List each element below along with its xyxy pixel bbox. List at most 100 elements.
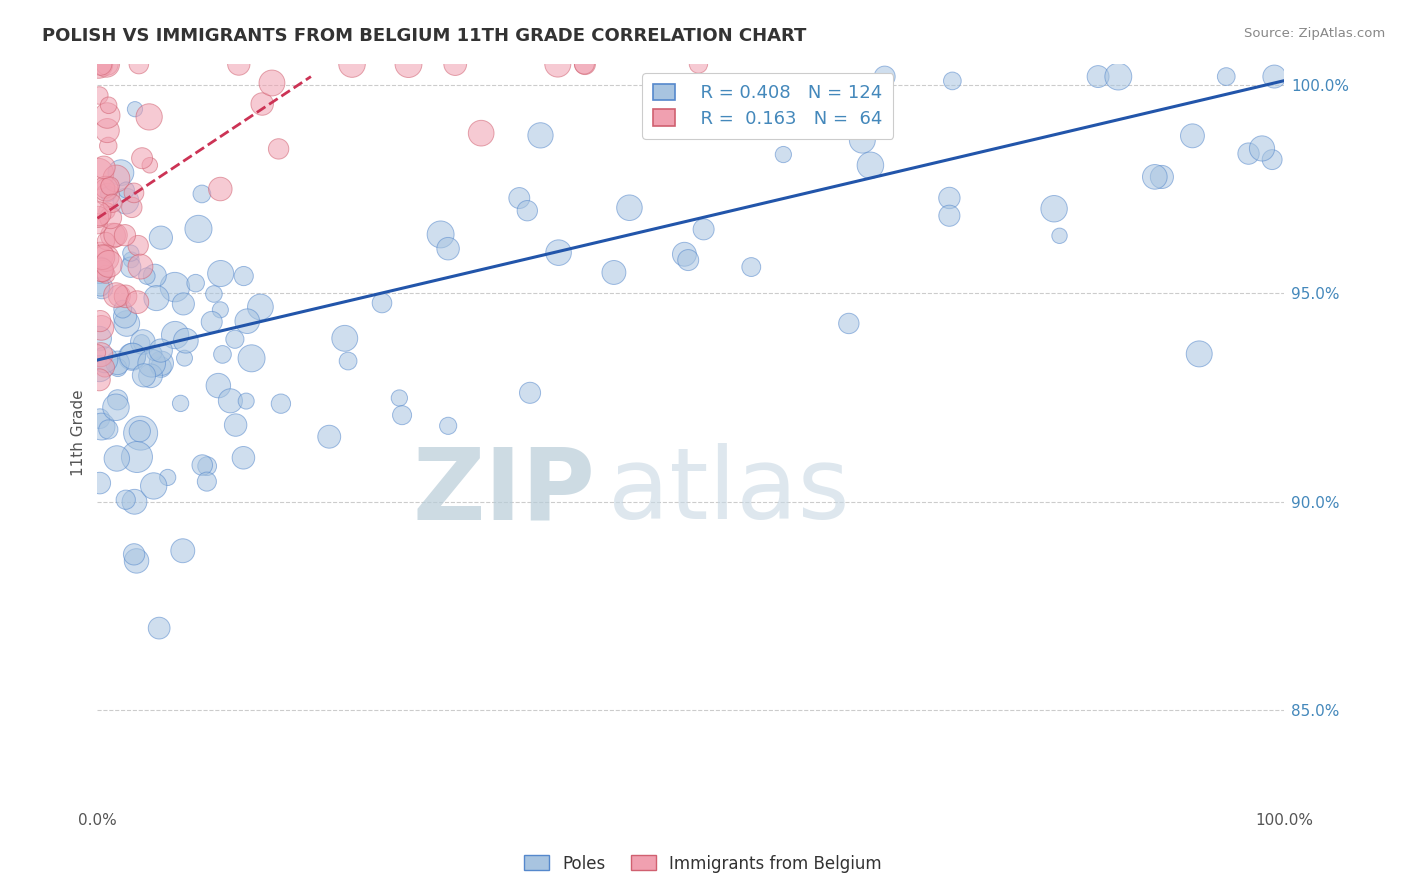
Point xyxy=(851,133,873,147)
Point xyxy=(187,222,209,236)
Point xyxy=(1043,202,1066,216)
Point xyxy=(120,252,142,267)
Point xyxy=(115,183,138,197)
Point xyxy=(270,397,292,411)
Point xyxy=(114,289,136,303)
Point xyxy=(398,57,420,71)
Point xyxy=(86,345,108,359)
Point xyxy=(97,139,120,153)
Point xyxy=(148,621,170,635)
Point xyxy=(104,288,127,302)
Point xyxy=(508,191,530,205)
Point xyxy=(97,188,120,202)
Point xyxy=(673,247,696,261)
Point xyxy=(337,354,360,368)
Point xyxy=(163,280,186,294)
Point xyxy=(740,260,762,274)
Point xyxy=(94,360,117,375)
Point xyxy=(391,408,413,422)
Legend: Poles, Immigrants from Belgium: Poles, Immigrants from Belgium xyxy=(517,848,889,880)
Point xyxy=(105,451,128,466)
Point xyxy=(1181,128,1204,143)
Point xyxy=(94,251,117,265)
Point xyxy=(1215,70,1237,84)
Point xyxy=(156,470,179,484)
Point xyxy=(139,368,162,383)
Point xyxy=(938,209,960,223)
Point xyxy=(93,161,115,175)
Point xyxy=(333,331,356,345)
Point xyxy=(470,126,492,140)
Point xyxy=(135,269,157,284)
Point xyxy=(94,234,117,248)
Point xyxy=(516,203,538,218)
Point xyxy=(96,57,118,71)
Point xyxy=(128,57,150,71)
Point xyxy=(131,335,153,350)
Point xyxy=(97,257,120,271)
Point xyxy=(547,57,569,71)
Point xyxy=(98,179,121,194)
Point xyxy=(143,268,166,283)
Point xyxy=(184,276,207,290)
Point xyxy=(873,70,896,84)
Point xyxy=(110,166,132,180)
Point xyxy=(529,128,551,143)
Point xyxy=(1150,169,1173,184)
Point xyxy=(211,347,233,361)
Point xyxy=(120,260,142,275)
Point xyxy=(121,349,143,363)
Point xyxy=(150,356,173,370)
Point xyxy=(89,411,111,425)
Point xyxy=(676,253,699,268)
Point xyxy=(87,207,110,221)
Point xyxy=(207,378,229,392)
Point xyxy=(89,248,111,262)
Text: POLISH VS IMMIGRANTS FROM BELGIUM 11TH GRADE CORRELATION CHART: POLISH VS IMMIGRANTS FROM BELGIUM 11TH G… xyxy=(42,27,807,45)
Point xyxy=(94,267,117,281)
Point xyxy=(688,57,710,71)
Point xyxy=(149,343,172,358)
Point xyxy=(104,228,127,243)
Point xyxy=(129,426,152,441)
Point xyxy=(87,167,110,181)
Point xyxy=(94,352,117,367)
Point xyxy=(195,459,218,474)
Point xyxy=(97,98,120,112)
Point xyxy=(89,263,111,277)
Point xyxy=(91,250,114,264)
Point xyxy=(115,194,138,208)
Point xyxy=(340,57,363,71)
Point xyxy=(195,475,218,489)
Point xyxy=(145,291,167,305)
Point xyxy=(121,350,143,364)
Point xyxy=(232,268,254,283)
Point xyxy=(115,317,138,331)
Point xyxy=(101,196,124,211)
Point xyxy=(172,543,194,558)
Point xyxy=(173,351,195,366)
Point xyxy=(90,321,112,335)
Point xyxy=(240,351,263,366)
Point xyxy=(120,246,142,260)
Point xyxy=(139,158,162,172)
Point xyxy=(128,424,150,438)
Point xyxy=(129,260,152,274)
Point xyxy=(149,230,172,244)
Point xyxy=(202,287,225,301)
Point xyxy=(89,331,111,345)
Point xyxy=(94,181,117,195)
Point xyxy=(1087,70,1109,84)
Text: Source: ZipAtlas.com: Source: ZipAtlas.com xyxy=(1244,27,1385,40)
Point xyxy=(236,314,259,328)
Point xyxy=(228,57,250,71)
Point xyxy=(107,356,129,370)
Point xyxy=(429,227,451,242)
Point xyxy=(124,102,146,116)
Point xyxy=(124,495,146,509)
Point xyxy=(105,171,128,186)
Point xyxy=(91,281,114,295)
Point xyxy=(131,151,153,165)
Point xyxy=(250,97,273,112)
Text: atlas: atlas xyxy=(607,443,849,541)
